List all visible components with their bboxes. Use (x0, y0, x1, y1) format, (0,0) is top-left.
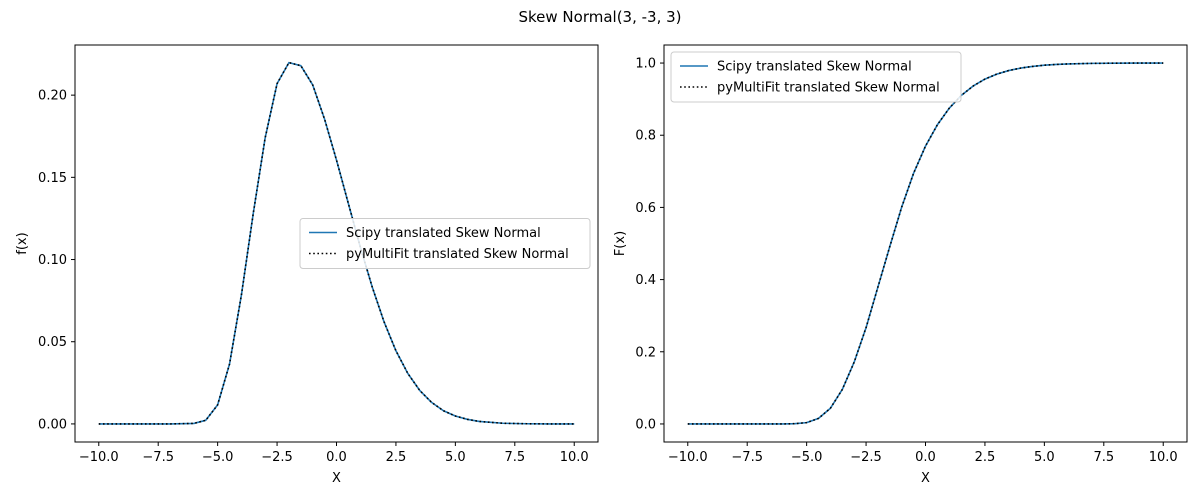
y-tick-label: 0.15 (38, 171, 67, 186)
x-tick-label: 10.0 (1149, 450, 1178, 465)
x-tick-label: −10.0 (79, 450, 119, 465)
x-tick-label: −7.5 (142, 450, 174, 465)
x-tick-label: 0.0 (915, 450, 936, 465)
y-tick-label: 1.0 (635, 57, 656, 72)
x-tick-label: −2.5 (261, 450, 293, 465)
x-tick-label: −7.5 (731, 450, 763, 465)
y-tick-label: 0.8 (635, 129, 656, 144)
x-axis-label: X (921, 471, 930, 486)
pdf-axes: −10.0 −7.5 −5.0 −2.5 0.0 2.5 5.0 7.5 10.0 0.00 0.0… (15, 44, 599, 486)
x-tick-label: 10.0 (560, 450, 589, 465)
x-axis-label: X (332, 471, 341, 486)
series-line-1 (687, 62, 1164, 425)
x-tick-label: −2.5 (850, 450, 882, 465)
legend-label-1: pyMultiFit translated Skew Normal (717, 81, 940, 96)
legend: Scipy translated Skew Normal pyMultiFit t… (670, 51, 962, 103)
x-tick-label: 5.0 (1034, 450, 1055, 465)
legend: Scipy translated Skew Normal pyMultiFit t… (299, 218, 591, 269)
y-tick-label: 0.6 (635, 201, 656, 216)
figure-title: Skew Normal(3, -3, 3) (518, 8, 681, 26)
series-line-0 (687, 62, 1164, 425)
y-tick-label: 0.2 (635, 345, 656, 360)
legend-label-0: Scipy translated Skew Normal (717, 60, 912, 75)
legend-label-0: Scipy translated Skew Normal (346, 226, 541, 241)
y-axis-label: F(x) (613, 231, 628, 256)
x-tick-label: 0.0 (326, 450, 347, 465)
y-tick-label: 0.10 (38, 253, 67, 268)
x-tick-label: 2.5 (386, 450, 407, 465)
y-axis-label: f(x) (15, 232, 30, 254)
x-tick-label: −10.0 (668, 450, 708, 465)
x-tick-label: 7.5 (1093, 450, 1114, 465)
x-tick-label: 5.0 (445, 450, 466, 465)
x-tick-label: 2.5 (975, 450, 996, 465)
y-tick-label: 0.20 (38, 89, 67, 104)
y-tick-label: 0.4 (635, 273, 656, 288)
y-tick-label: 0.0 (635, 417, 656, 432)
x-tick-label: −5.0 (202, 450, 234, 465)
y-tick-label: 0.00 (38, 417, 67, 432)
series-line-1 (98, 61, 575, 425)
legend-box (299, 218, 591, 269)
legend-label-1: pyMultiFit translated Skew Normal (346, 247, 569, 262)
x-tick-label: 7.5 (504, 450, 525, 465)
x-tick-label: −5.0 (791, 450, 823, 465)
cdf-axes: −10.0 −7.5 −5.0 −2.5 0.0 2.5 5.0 7.5 10.0 0.0 0.2 0… (613, 44, 1188, 486)
plot-frame (663, 44, 1188, 443)
y-tick-label: 0.05 (38, 335, 67, 350)
legend-box (670, 51, 962, 103)
